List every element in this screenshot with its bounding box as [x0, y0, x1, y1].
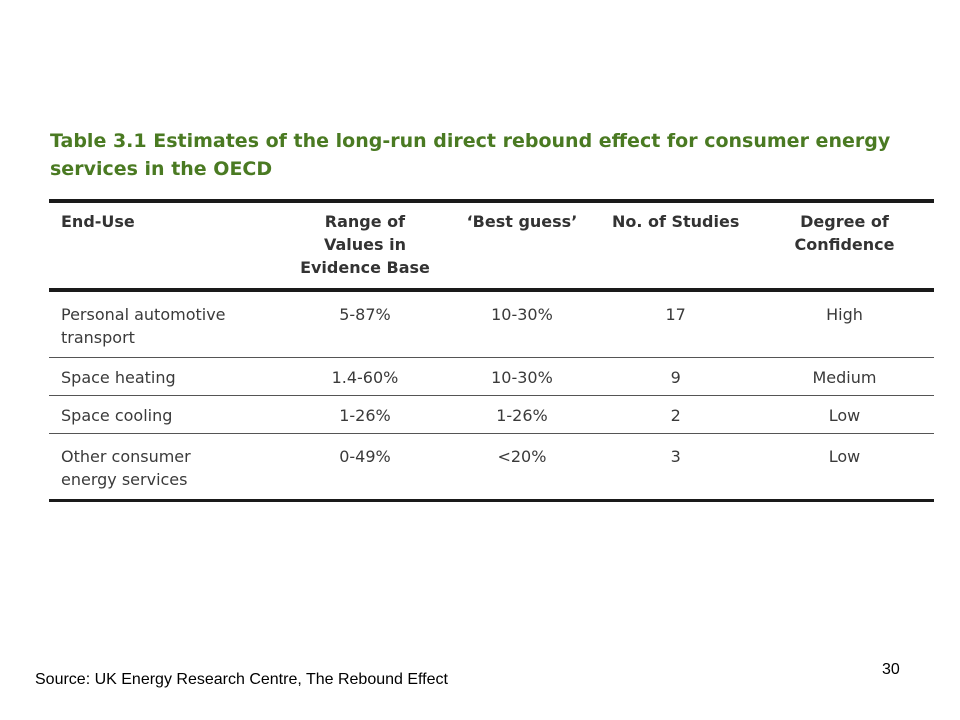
cell-no-of-studies: 2 [670, 406, 681, 425]
table-row: Space heating 1.4-60% 10-30% 9 Medium [49, 358, 934, 396]
table-title: Table 3.1 Estimates of the long-run dire… [50, 130, 891, 180]
cell-end-use: Other consumer energy services [49, 434, 282, 501]
rebound-table: End-Use Range of Values in Evidence Base… [49, 199, 934, 502]
cell-confidence: Medium [812, 368, 877, 387]
table-row: Personal automotive transport 5-87% 10-3… [49, 290, 934, 358]
cell-best-guess: 1-26% [496, 406, 548, 425]
cell-best-guess: 10-30% [491, 368, 553, 387]
cell-end-use: Space cooling [61, 406, 173, 425]
header-degree-of-confidence: Degree of Confidence [755, 201, 934, 290]
header-range-of-values-text: Range of Values in Evidence Base [300, 212, 430, 277]
table-row: Other consumer energy services 0-49% <20… [49, 434, 934, 501]
source-citation: Source: UK Energy Research Centre, The R… [35, 671, 448, 688]
header-range-of-values: Range of Values in Evidence Base [282, 201, 447, 290]
cell-no-of-studies: 3 [670, 447, 681, 466]
cell-end-use: Space heating [61, 368, 176, 387]
cell-confidence: Low [828, 406, 861, 425]
cell-range: 0-49% [339, 447, 391, 466]
cell-range: 1-26% [339, 406, 391, 425]
header-end-use: End-Use [61, 212, 135, 231]
cell-no-of-studies: 17 [665, 305, 686, 324]
header-best-guess: ‘Best guess’ [466, 212, 578, 231]
page-number: 30 [882, 661, 900, 678]
cell-end-use-text: Other consumer energy services [61, 447, 191, 489]
cell-best-guess: 10-30% [491, 305, 553, 324]
cell-confidence: High [826, 305, 863, 324]
header-degree-of-confidence-text: Degree of Confidence [794, 212, 895, 254]
table-body: Personal automotive transport 5-87% 10-3… [49, 290, 934, 501]
cell-end-use: Personal automotive transport [49, 290, 282, 358]
cell-range: 5-87% [339, 305, 391, 324]
cell-range: 1.4-60% [331, 368, 399, 387]
table-header: End-Use Range of Values in Evidence Base… [49, 201, 934, 290]
cell-end-use-text: Personal automotive transport [61, 305, 226, 347]
cell-no-of-studies: 9 [670, 368, 681, 387]
rebound-table-container: End-Use Range of Values in Evidence Base… [49, 199, 934, 502]
cell-confidence: Low [828, 447, 861, 466]
table-header-row: End-Use Range of Values in Evidence Base… [49, 201, 934, 290]
table-row: Space cooling 1-26% 1-26% 2 Low [49, 396, 934, 434]
cell-best-guess: <20% [497, 447, 547, 466]
header-no-of-studies: No. of Studies [611, 212, 740, 231]
